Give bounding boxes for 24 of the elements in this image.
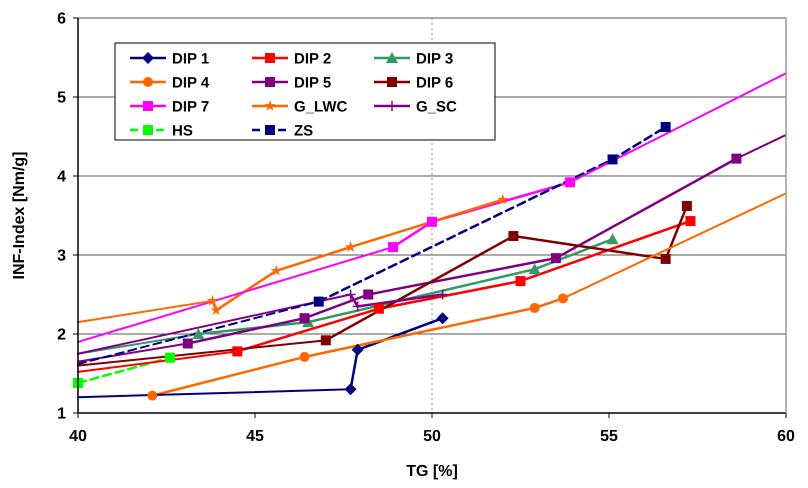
legend-label: G_LWC: [294, 98, 348, 116]
legend-label: G_SC: [416, 98, 458, 116]
x-tick-label: 50: [423, 428, 441, 445]
y-axis-title: INF-Index [Nm/g]: [11, 152, 28, 280]
y-tick-label: 3: [57, 248, 66, 265]
y-tick-label: 5: [57, 90, 66, 107]
legend-label: DIP 1: [172, 50, 210, 68]
legend-label: DIP 5: [294, 74, 332, 92]
legend-label: DIP 4: [172, 74, 210, 92]
y-tick-label: 1: [57, 406, 66, 423]
y-tick-label: 2: [57, 326, 66, 344]
legend-label: HS: [172, 122, 193, 140]
x-tick-label: 55: [600, 428, 618, 445]
y-tick-label: 6: [57, 10, 66, 28]
x-tick-label: 60: [777, 428, 795, 445]
x-tick-label: 45: [246, 428, 264, 445]
legend-label: DIP 3: [416, 50, 454, 68]
legend-label: DIP 6: [416, 74, 454, 92]
x-axis-title: TG [%]: [406, 463, 458, 480]
x-tick-label: 40: [69, 428, 87, 445]
legend-label: ZS: [294, 122, 314, 140]
legend-label: DIP 7: [172, 98, 210, 116]
y-tick-label: 4: [57, 168, 66, 186]
legend-label: DIP 2: [294, 50, 332, 68]
